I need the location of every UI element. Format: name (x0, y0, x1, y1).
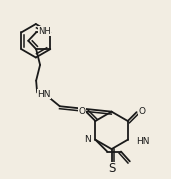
Text: NH: NH (38, 27, 51, 36)
Text: N: N (84, 135, 90, 144)
Text: O: O (78, 107, 85, 116)
Text: O: O (138, 107, 145, 116)
Text: HN: HN (136, 137, 149, 146)
Text: HN: HN (37, 90, 51, 99)
Text: S: S (108, 162, 115, 175)
